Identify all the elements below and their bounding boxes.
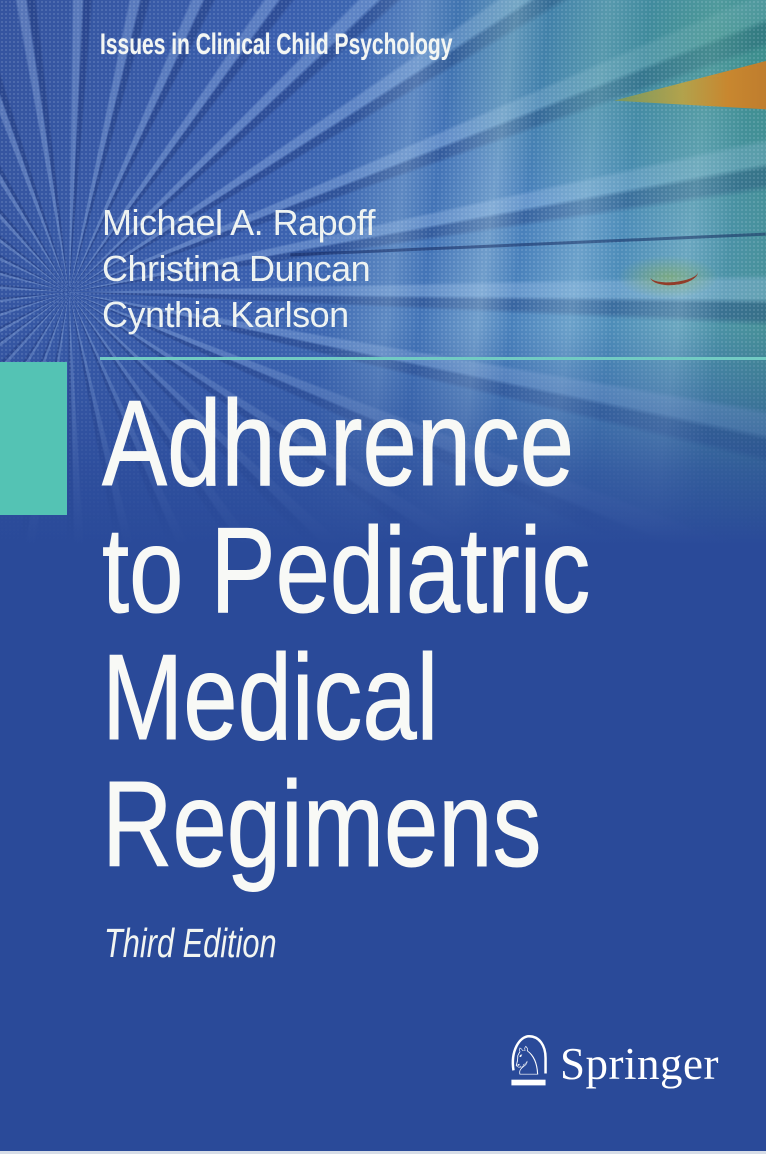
author-name: Michael A. Rapoff <box>102 202 376 243</box>
book-title-line: Regimens <box>102 756 542 892</box>
springer-horse-icon: ♘ <box>509 1034 547 1086</box>
cover-photo-texture <box>0 0 766 562</box>
photo-red-squiggle <box>649 261 699 288</box>
svg-text:♘: ♘ <box>509 1040 544 1085</box>
springer-wordmark: Springer <box>560 1039 719 1089</box>
book-title-line: Adherence <box>102 375 575 511</box>
photo-orange-wedge <box>614 60 766 110</box>
edition-label: Third Edition <box>104 920 277 966</box>
author-name: Christina Duncan <box>102 248 371 289</box>
book-title: Adherence to Pediatric Medical Regimens <box>102 375 591 892</box>
series-title: Issues in Clinical Child Psychology <box>100 28 453 61</box>
cover-bottom-edge <box>0 1151 766 1154</box>
author-list: Michael A. Rapoff Christina Duncan Cynth… <box>102 200 376 338</box>
book-title-line: to Pediatric <box>102 502 591 638</box>
book-title-line: Medical <box>102 629 439 765</box>
teal-rule-divider <box>100 357 766 360</box>
teal-accent-square <box>0 362 67 515</box>
author-name: Cynthia Karlson <box>102 294 349 335</box>
